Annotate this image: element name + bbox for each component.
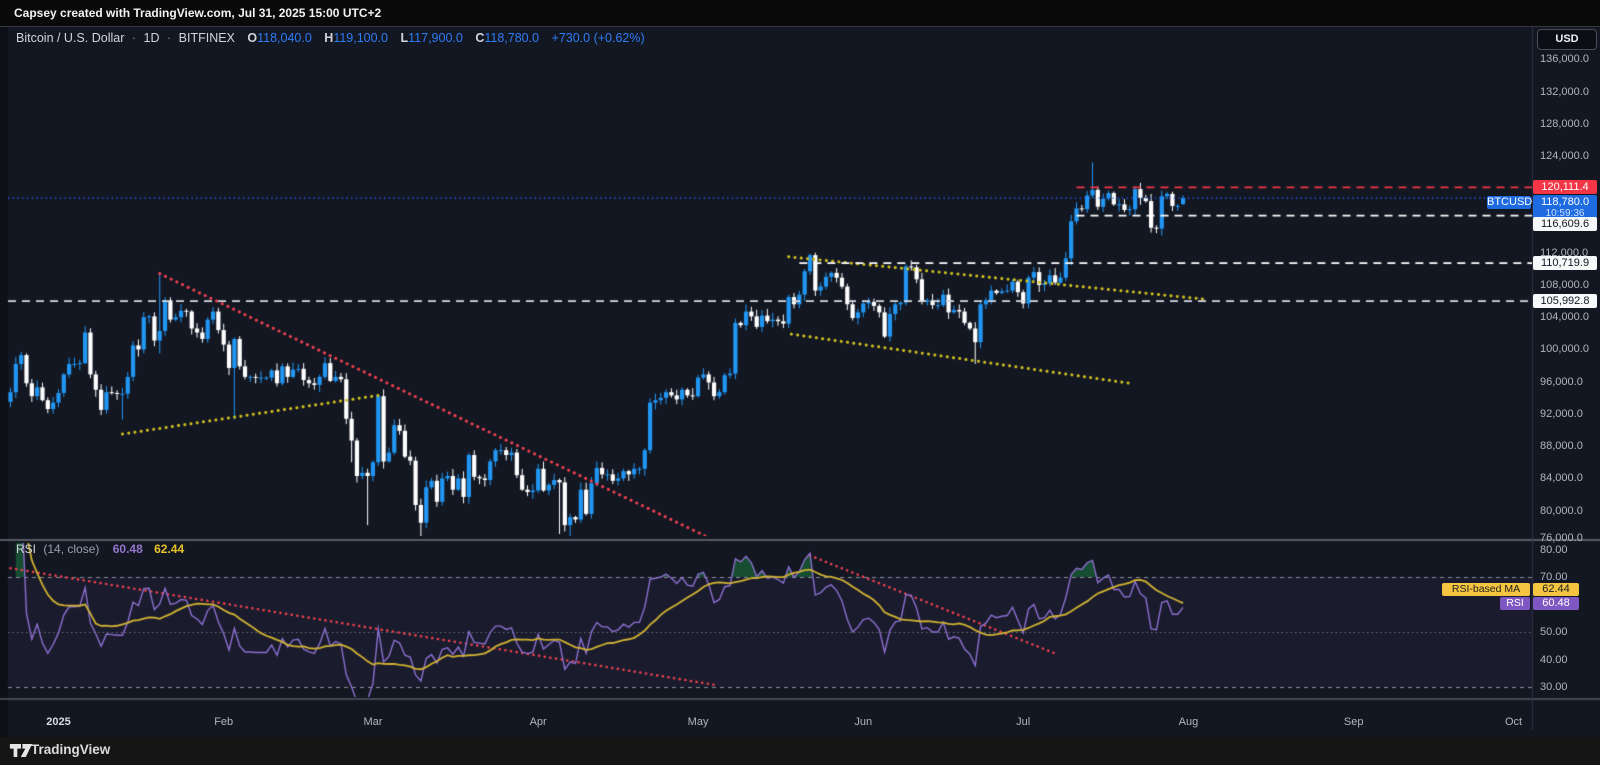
tradingview-brand-link[interactable]: TradingView xyxy=(31,742,111,757)
rsi-axis-tick: 70.00 xyxy=(1540,571,1568,583)
footer-bar: TradingView xyxy=(0,737,1600,765)
price-axis-tick: 128,000.0 xyxy=(1540,117,1589,130)
time-axis-label[interactable]: Jun xyxy=(854,716,873,728)
time-axis-label[interactable]: Apr xyxy=(529,716,547,728)
price-axis-tick: 96,000.0 xyxy=(1540,375,1583,388)
close-value: 118,780.0 xyxy=(484,31,540,45)
rsi-line-name-chip: RSI xyxy=(1500,597,1530,610)
rsi-axis-tick: 40.00 xyxy=(1540,653,1568,666)
price-line-label: 110,719.9 xyxy=(1533,256,1597,270)
symbol-legend[interactable]: Bitcoin / U.S. Dollar · 1D · BITFINEX O1… xyxy=(16,31,645,45)
price-axis-tick: 104,000.0 xyxy=(1540,311,1589,324)
legend-separator2: · xyxy=(166,31,172,45)
rsi-line-value-chip: 60.48 xyxy=(1533,597,1579,610)
price-axis-tick: 84,000.0 xyxy=(1540,472,1583,485)
price-axis-tick: 88,000.0 xyxy=(1540,440,1583,453)
time-axis-label[interactable]: Sep xyxy=(1343,716,1364,728)
price-axis-tick: 132,000.0 xyxy=(1540,85,1589,98)
open-value: 118,040.0 xyxy=(257,31,312,45)
tradingview-logo-icon xyxy=(9,744,33,757)
price-line-label: 105,992.8 xyxy=(1533,294,1597,308)
price-axis-tick: 92,000.0 xyxy=(1540,407,1583,420)
low-key: L xyxy=(400,31,409,45)
price-axis-tick: 76,000.0 xyxy=(1540,532,1583,544)
rsi-line-value-chip: 62.44 xyxy=(1533,583,1579,596)
time-axis-label[interactable]: Mar xyxy=(363,716,383,728)
rsi-current-value: 60.48 xyxy=(112,542,143,556)
time-axis-label[interactable]: May xyxy=(687,716,709,728)
symbol-title: Bitcoin / U.S. Dollar xyxy=(16,31,125,45)
price-and-rsi-chart-canvas[interactable] xyxy=(0,27,1600,737)
price-axis-tick: 136,000.0 xyxy=(1540,53,1589,66)
rsi-axis-tick: 80.00 xyxy=(1540,543,1568,556)
time-axis-label[interactable]: Feb xyxy=(214,716,234,728)
time-axis-label[interactable]: Jul xyxy=(1016,716,1031,728)
change-value: +730.0 (+0.62%) xyxy=(551,31,645,45)
rsi-indicator-legend[interactable]: RSI (14, close) 60.48 62.44 xyxy=(16,542,184,556)
open-key: O xyxy=(247,31,258,45)
rsi-axis-tick: 50.00 xyxy=(1540,626,1568,638)
price-axis-tick: 100,000.0 xyxy=(1540,343,1589,356)
price-axis-tick: 112,000.0 xyxy=(1540,246,1589,259)
price-axis-tick: 108,000.0 xyxy=(1540,278,1589,291)
rsi-title: RSI xyxy=(16,542,37,556)
time-axis-label[interactable]: Aug xyxy=(1178,716,1199,728)
price-line-label: 118,780.0 10:59:36 xyxy=(1533,195,1597,220)
symbol-price-chip: BTCUSD xyxy=(1487,196,1533,209)
time-axis-label[interactable]: 2025 xyxy=(46,716,71,728)
rsi-line-name-chip: RSI-based MA xyxy=(1442,583,1530,596)
currency-toggle-button[interactable]: USD xyxy=(1537,29,1597,50)
low-value: 117,900.0 xyxy=(408,31,463,45)
interval-label: 1D xyxy=(143,31,160,45)
close-key: C xyxy=(475,31,485,45)
attribution-text: Capsey created with TradingView.com, Jul… xyxy=(14,6,382,20)
legend-separator: · xyxy=(131,31,137,45)
price-axis-tick: 80,000.0 xyxy=(1540,504,1583,517)
rsi-axis-tick: 30.00 xyxy=(1540,681,1568,693)
rsi-params: (14, close) xyxy=(43,542,100,556)
price-line-label: 116,609.6 xyxy=(1533,217,1597,231)
price-line-label: 120,111.4 xyxy=(1533,180,1597,194)
price-axis-tick: 124,000.0 xyxy=(1540,150,1589,162)
time-axis-label[interactable]: Oct xyxy=(1504,716,1523,728)
attribution-bar: Capsey created with TradingView.com, Jul… xyxy=(0,0,1600,27)
exchange-label: BITFINEX xyxy=(178,31,235,45)
high-value: 119,100.0 xyxy=(333,31,389,45)
high-key: H xyxy=(324,31,334,45)
rsi-ma-current-value: 62.44 xyxy=(154,542,185,556)
